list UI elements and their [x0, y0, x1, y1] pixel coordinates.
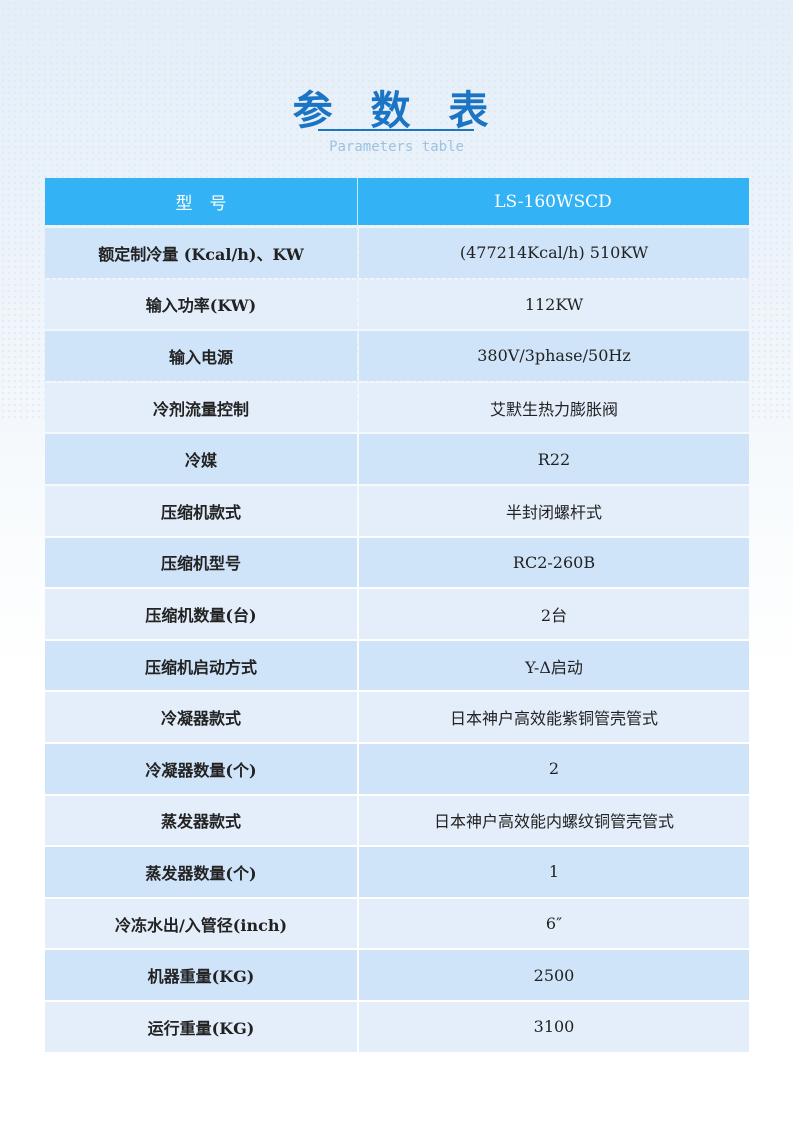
- header-model: LS-160WSCD: [357, 178, 748, 225]
- table-row: 额定制冷量 (Kcal/h)、KW (477214Kcal/h) 510KW: [45, 228, 749, 278]
- param-value: (477214Kcal/h) 510KW: [359, 228, 749, 278]
- header-label: 型 号: [175, 194, 227, 214]
- param-value: 半封闭螺杆式: [359, 485, 749, 536]
- param-value: Y-Δ启动: [359, 640, 749, 691]
- param-name: 输入功率(KW): [45, 279, 357, 330]
- param-value: 1: [359, 847, 749, 897]
- param-value: 112KW: [359, 279, 749, 330]
- param-name: 机器重量(KG): [45, 950, 357, 1000]
- table-row: 输入功率(KW) 112KW: [45, 279, 749, 330]
- table-row: 机器重量(KG) 2500: [45, 950, 749, 1000]
- param-value: R22: [359, 434, 749, 484]
- table-row: 冷媒 R22: [45, 434, 749, 484]
- param-name: 蒸发器款式: [45, 795, 357, 846]
- page-subtitle: Parameters table: [329, 139, 464, 155]
- table-row: 蒸发器款式 日本神户高效能内螺纹铜管壳管式: [45, 795, 749, 846]
- param-value: 日本神户高效能紫铜管壳管式: [359, 692, 749, 742]
- param-value: 3100: [359, 1001, 749, 1052]
- param-name: 冷冻水出/入管径(inch): [45, 898, 357, 949]
- table-row: 压缩机型号 RC2-260B: [45, 537, 749, 588]
- param-name: 冷媒: [45, 434, 357, 484]
- param-name: 蒸发器数量(个): [45, 847, 357, 897]
- param-name: 冷剂流量控制: [45, 382, 357, 433]
- param-value: 艾默生热力膨胀阀: [359, 382, 749, 433]
- table-row: 压缩机数量(台) 2台: [45, 589, 749, 639]
- table-row: 冷剂流量控制 艾默生热力膨胀阀: [45, 382, 749, 433]
- param-value: 2台: [359, 589, 749, 639]
- table-row: 运行重量(KG) 3100: [45, 1001, 749, 1052]
- table-row: 冷凝器数量(个) 2: [45, 743, 749, 794]
- param-name: 额定制冷量 (Kcal/h)、KW: [45, 228, 357, 278]
- param-name: 运行重量(KG): [45, 1001, 357, 1052]
- param-value: 2: [359, 743, 749, 794]
- param-name: 压缩机型号: [45, 537, 357, 588]
- param-name: 压缩机启动方式: [45, 640, 357, 691]
- table-row: 输入电源 380V/3phase/50Hz: [45, 331, 749, 381]
- table-header: 型 号 LS-160WSCD: [45, 178, 749, 225]
- table-row: 冷凝器款式 日本神户高效能紫铜管壳管式: [45, 692, 749, 742]
- title-underline: [318, 129, 474, 131]
- param-value: 2500: [359, 950, 749, 1000]
- table-row: 冷冻水出/入管径(inch) 6″: [45, 898, 749, 949]
- param-name: 冷凝器款式: [45, 692, 357, 742]
- param-name: 压缩机数量(台): [45, 589, 357, 639]
- table-row: 压缩机启动方式 Y-Δ启动: [45, 640, 749, 691]
- parameters-table: 型 号 LS-160WSCD 额定制冷量 (Kcal/h)、KW (477214K…: [45, 178, 749, 1054]
- table-row: 压缩机款式 半封闭螺杆式: [45, 485, 749, 536]
- table-row: 蒸发器数量(个) 1: [45, 847, 749, 897]
- param-name: 冷凝器数量(个): [45, 743, 357, 794]
- page-title: 参 数 表: [292, 87, 501, 134]
- param-value: 380V/3phase/50Hz: [359, 331, 749, 381]
- param-name: 压缩机款式: [45, 485, 357, 536]
- param-value: 6″: [359, 898, 749, 949]
- param-value: RC2-260B: [359, 537, 749, 588]
- param-value: 日本神户高效能内螺纹铜管壳管式: [359, 795, 749, 846]
- param-name: 输入电源: [45, 331, 357, 381]
